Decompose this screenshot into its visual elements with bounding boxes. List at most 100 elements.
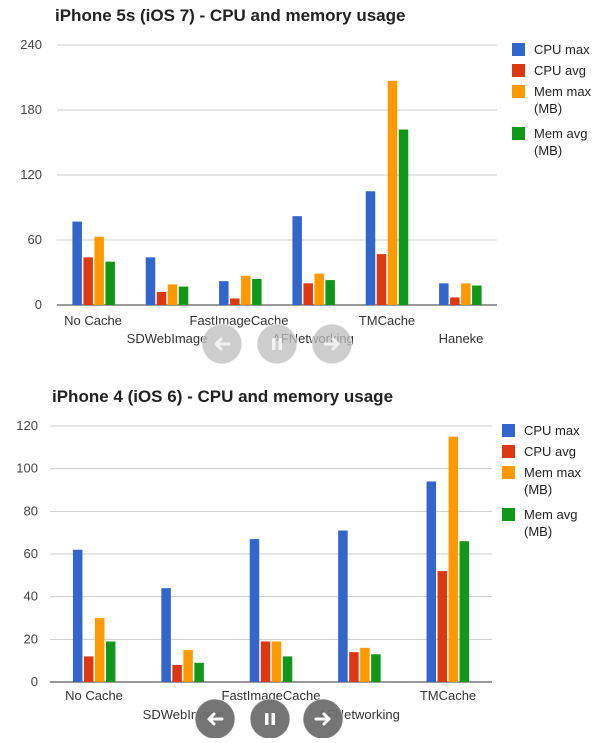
bar-afnetworking-cpu-max: [292, 216, 302, 305]
bar-sdwebimage-cpu-avg: [156, 292, 167, 305]
legend-item-mem-avg-mb: Mem avg (MB): [502, 507, 577, 539]
y-tick-label: 40: [24, 589, 38, 604]
legend-label: CPU avg: [534, 63, 586, 78]
bar-tmcache-mem-max-mb: [387, 80, 398, 305]
y-tick-label: 240: [20, 37, 42, 52]
bar-afnetworking-cpu-max: [338, 530, 348, 682]
bar-afnetworking-mem-avg-mb: [325, 280, 335, 305]
chart-1: iPhone 5s (iOS 7) - CPU and memory usage…: [20, 6, 592, 365]
bar-fastimagecache-cpu-max: [249, 539, 260, 682]
legend-swatch: [502, 466, 515, 479]
y-tick-label: 120: [16, 418, 38, 433]
y-tick-label: 0: [35, 297, 42, 312]
bar-fastimagecache-cpu-max: [219, 281, 229, 305]
arrow-right-icon: [323, 337, 340, 351]
legend-item-cpu-avg: CPU avg: [512, 63, 586, 78]
bar-no-cache-cpu-avg: [83, 257, 93, 305]
bar-no-cache-mem-max-mb: [94, 236, 104, 305]
y-tick-label: 60: [28, 232, 42, 247]
bar-tmcache-mem-max-mb: [448, 436, 459, 682]
bar-tmcache-cpu-max: [426, 481, 437, 682]
bar-sdwebimage-mem-max-mb: [167, 284, 178, 305]
legend-label: (MB): [534, 143, 562, 158]
bar-sdwebimage-mem-avg-mb: [178, 286, 189, 305]
y-tick-label: 180: [20, 102, 42, 117]
bar-no-cache-cpu-avg: [83, 656, 94, 682]
bar-tmcache-cpu-avg: [437, 571, 448, 682]
x-category-label: FastImageCache: [222, 688, 321, 703]
x-category-label: TMCache: [359, 313, 415, 328]
pause-bar: [271, 713, 275, 725]
x-category-label: Haneke: [439, 331, 484, 346]
bar-tmcache-mem-avg-mb: [398, 129, 409, 305]
bar-fastimagecache-mem-max-mb: [271, 641, 282, 682]
pause-button[interactable]: [256, 323, 298, 365]
legend-item-mem-max-mb: Mem max (MB): [502, 465, 582, 497]
bar-sdwebimage-mem-max-mb: [183, 650, 193, 682]
bar-sdwebimage-cpu-max: [161, 588, 171, 682]
bar-tmcache-mem-avg-mb: [459, 541, 470, 682]
legend-label: CPU max: [534, 42, 590, 57]
y-tick-label: 0: [31, 674, 38, 689]
bar-no-cache-mem-max-mb: [94, 618, 105, 682]
pause-icon: [272, 338, 282, 350]
slideshow-controls: [201, 323, 353, 365]
y-tick-label: 60: [24, 546, 38, 561]
legend-item-cpu-max: CPU max: [512, 42, 590, 57]
slideshow-controls: [194, 698, 344, 740]
control-circle[interactable]: [256, 323, 298, 365]
legend-label: Mem max: [534, 84, 592, 99]
legend-label: Mem avg: [534, 126, 587, 141]
legend-swatch: [512, 64, 525, 77]
bar-sdwebimage-cpu-max: [145, 257, 156, 305]
bar-fastimagecache-mem-avg-mb: [252, 279, 262, 305]
bar-afnetworking-cpu-avg: [349, 652, 359, 682]
legend-label: (MB): [524, 482, 552, 497]
prev-button[interactable]: [201, 323, 243, 365]
bar-no-cache-cpu-max: [72, 549, 83, 682]
y-tick-label: 100: [16, 461, 38, 476]
legend-label: CPU avg: [524, 444, 576, 459]
bar-haneke-mem-avg-mb: [472, 285, 482, 305]
pause-bar: [265, 713, 269, 725]
arrow-right-icon: [314, 712, 331, 726]
pause-bar: [272, 338, 276, 350]
x-category-label: TMCache: [420, 688, 476, 703]
legend-item-mem-max-mb: Mem max (MB): [512, 84, 592, 116]
y-tick-label: 120: [20, 167, 42, 182]
legend-item-cpu-max: CPU max: [502, 423, 580, 438]
bar-sdwebimage-mem-avg-mb: [194, 662, 204, 682]
next-button[interactable]: [302, 698, 344, 740]
next-button[interactable]: [311, 323, 353, 365]
bar-sdwebimage-cpu-avg: [172, 664, 182, 682]
chart-2: iPhone 4 (iOS 6) - CPU and memory usage 0…: [16, 387, 582, 740]
bar-tmcache-cpu-max: [365, 191, 376, 305]
bar-tmcache-cpu-avg: [376, 254, 387, 305]
bar-afnetworking-mem-max-mb: [360, 647, 370, 682]
x-category-label: SDWebImage: [127, 331, 208, 346]
legend-label: Mem avg: [524, 507, 577, 522]
bar-haneke-cpu-max: [439, 283, 449, 305]
x-category-label: No Cache: [64, 313, 122, 328]
chart-title: iPhone 4 (iOS 6) - CPU and memory usage: [52, 387, 393, 406]
bar-fastimagecache-mem-max-mb: [241, 275, 251, 305]
legend-swatch: [512, 127, 525, 140]
bar-afnetworking-mem-avg-mb: [371, 654, 381, 682]
bar-haneke-cpu-avg: [450, 297, 460, 305]
legend-label: CPU max: [524, 423, 580, 438]
legend-label: Mem max: [524, 465, 582, 480]
bar-afnetworking-cpu-avg: [303, 283, 313, 305]
arrow-left-glyph: [207, 712, 224, 726]
legend-item-mem-avg-mb: Mem avg (MB): [512, 126, 587, 158]
bar-afnetworking-mem-max-mb: [314, 273, 324, 305]
pause-button[interactable]: [249, 698, 291, 740]
bar-haneke-mem-max-mb: [461, 283, 471, 305]
bar-fastimagecache-mem-avg-mb: [282, 656, 293, 682]
legend-swatch: [502, 445, 515, 458]
control-circle[interactable]: [249, 698, 291, 740]
arrow-right-glyph: [314, 712, 331, 726]
pause-icon: [265, 713, 275, 725]
prev-button[interactable]: [194, 698, 236, 740]
bar-no-cache-mem-avg-mb: [105, 261, 115, 305]
